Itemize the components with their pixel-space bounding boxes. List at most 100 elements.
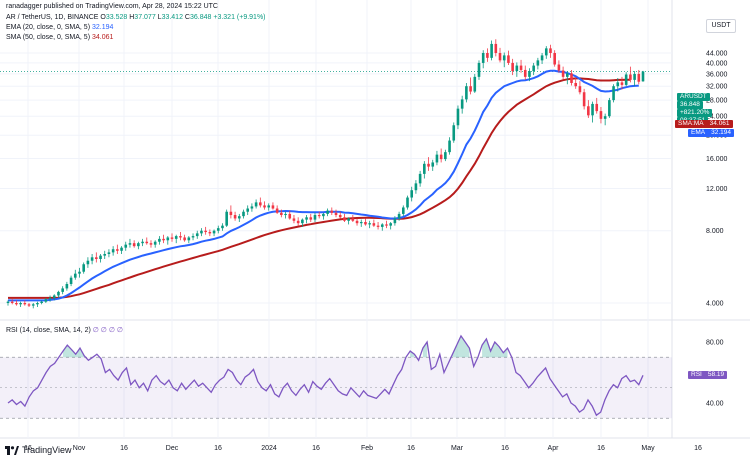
candle-body <box>221 225 224 229</box>
candle-body <box>149 243 153 245</box>
currency-button[interactable]: USDT <box>706 19 736 33</box>
candle-body <box>519 65 523 70</box>
candle-body <box>418 173 422 184</box>
footer-brand[interactable]: TradingView <box>5 445 72 455</box>
candle-body <box>326 210 329 214</box>
sma-tag-value: 34.061 <box>709 120 730 127</box>
candle-body <box>469 86 472 92</box>
sma-price-tag: SMA:MA 34.061 <box>675 120 733 128</box>
rsi-value-tag: RSI 58.19 <box>688 371 728 379</box>
rsi-legend-placeholders: ∅ ∅ ∅ ∅ <box>92 327 123 334</box>
candle-body <box>73 273 77 278</box>
candle-body <box>187 237 191 241</box>
candle-body <box>250 206 254 209</box>
price-tag-symbol: ARUSDT <box>677 93 710 101</box>
candle-body <box>229 211 233 216</box>
x-tick-label: Apr <box>548 445 560 452</box>
candle-body <box>629 74 632 80</box>
candle-body <box>137 243 140 247</box>
candle-body <box>608 100 611 117</box>
candle-body <box>561 70 565 77</box>
candle-body <box>528 71 531 77</box>
candle-body <box>410 190 414 198</box>
candle-body <box>242 211 245 217</box>
ema-tag-label: EMA <box>691 129 706 136</box>
candle-body <box>31 304 35 306</box>
candle-body <box>544 48 548 56</box>
ema-legend-value: 32.194 <box>91 24 114 31</box>
candle-body <box>23 303 27 305</box>
x-tick-label: May <box>641 445 655 452</box>
sma-legend-value: 34.061 <box>91 34 114 41</box>
ema-tag-value: 32.194 <box>711 129 731 136</box>
candle-body <box>439 154 443 160</box>
tradingview-logo-icon <box>5 445 19 455</box>
candle-body <box>359 221 363 224</box>
candle-body <box>86 260 90 265</box>
x-tick-label: Dec <box>166 445 179 452</box>
ohlc-value-o: 33.528 <box>105 14 128 21</box>
candle-body <box>372 223 376 226</box>
candle-body <box>536 60 540 66</box>
candle-body <box>582 92 586 107</box>
candle-body <box>111 249 115 253</box>
candle-body <box>368 223 371 225</box>
candle-body <box>460 99 464 109</box>
x-tick-label: Nov <box>73 445 86 452</box>
y-tick-label: 36.000 <box>706 71 728 78</box>
candle-body <box>170 237 174 239</box>
candle-body <box>10 301 14 303</box>
candle-body <box>574 82 578 87</box>
candle-body <box>427 163 430 167</box>
ema20-line <box>8 69 639 302</box>
candle-body <box>401 207 405 214</box>
candle-body <box>174 236 178 239</box>
candle-body <box>393 218 397 224</box>
ohlc-label-c: C <box>182 14 190 21</box>
y-tick-label: 24.000 <box>706 114 728 121</box>
y-tick-label: 44.000 <box>706 51 728 58</box>
candle-body <box>637 73 641 82</box>
candle-body <box>271 205 275 209</box>
y-tick-label: 4.000 <box>706 301 724 308</box>
price-tag-pct: +821.20% <box>677 109 713 117</box>
candle-body <box>523 69 527 77</box>
candle-body <box>633 73 636 80</box>
x-tick-label: 16 <box>501 445 509 452</box>
candle-body <box>128 243 132 245</box>
candle-body <box>385 224 388 226</box>
candle-body <box>52 295 56 298</box>
sma50-line <box>8 77 631 299</box>
ohlc-value-h: 37.077 <box>134 14 156 21</box>
candle-body <box>141 241 144 244</box>
candle-body <box>347 218 350 221</box>
candle-body <box>259 202 262 206</box>
x-tick-label: 16 <box>120 445 128 452</box>
candle-body <box>620 82 624 85</box>
rsi-tick-label: 80.00 <box>706 340 724 347</box>
candle-body <box>48 297 52 300</box>
rsi-tag-label: RSI <box>691 371 702 378</box>
ohlc-value-l: 33.412 <box>161 14 183 21</box>
candle-body <box>502 55 506 61</box>
candle-body <box>591 103 594 116</box>
candle-body <box>284 213 287 216</box>
y-tick-label: 40.000 <box>706 60 728 67</box>
candle-body <box>603 116 607 119</box>
candle-body <box>95 257 98 260</box>
x-tick-label: 16 <box>694 445 702 452</box>
candle-body <box>389 223 392 226</box>
candle-body <box>540 55 544 61</box>
ema-price-tag: EMA 32.194 <box>688 129 734 137</box>
rsi-overbought-fill <box>452 335 470 358</box>
candle-body <box>246 208 250 212</box>
candle-body <box>477 62 481 77</box>
x-tick-label: Feb <box>361 445 373 452</box>
y-tick-label: 28.000 <box>706 98 728 105</box>
candle-body <box>511 62 514 72</box>
candle-body <box>313 215 317 220</box>
footer-brand-label: TradingView <box>22 445 72 455</box>
candle-body <box>200 230 203 234</box>
candle-body <box>599 111 603 119</box>
candle-body <box>444 152 447 160</box>
